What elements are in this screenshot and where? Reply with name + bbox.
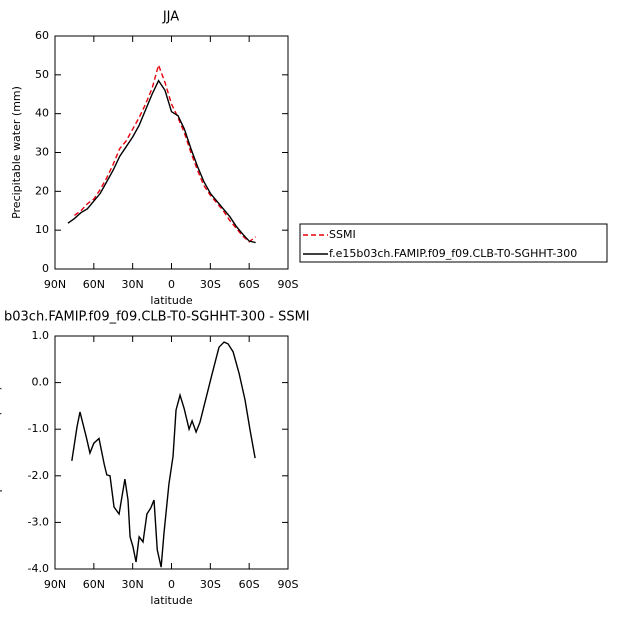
x-tick-label: 90N	[44, 578, 66, 591]
y-tick-label: 50	[35, 68, 49, 81]
y-tick-label: -4.0	[28, 562, 49, 575]
x-axis-label: latitude	[150, 594, 192, 607]
chart-title: JJA	[162, 10, 179, 25]
y-tick-label: 10	[35, 223, 49, 236]
data-line	[67, 79, 256, 244]
y-tick-label: 1.0	[32, 329, 50, 342]
x-tick-label: 90N	[44, 278, 66, 291]
x-tick-label: 0	[168, 578, 175, 591]
x-axis-label: latitude	[150, 294, 192, 307]
y-tick-label: 0	[42, 262, 49, 275]
data-line	[71, 341, 256, 568]
y-axis-label: Precipitable water (mm)	[0, 386, 3, 519]
x-tick-label: 30S	[200, 278, 221, 291]
y-tick-label: -2.0	[28, 469, 49, 482]
x-tick-label: 60S	[239, 278, 260, 291]
legend-label: f.e15b03ch.FAMIP.f09_f09.CLB-T0-SGHHT-30…	[329, 247, 577, 260]
y-tick-label: -3.0	[28, 515, 49, 528]
x-tick-label: 30N	[122, 278, 144, 291]
legend-label: SSMI	[329, 228, 356, 241]
y-tick-label: 0.0	[32, 376, 50, 389]
y-tick-label: -1.0	[28, 422, 49, 435]
data-line	[74, 62, 257, 243]
y-axis-label: Precipitable water (mm)	[10, 86, 23, 219]
x-tick-label: 30N	[122, 578, 144, 591]
x-tick-label: 30S	[200, 578, 221, 591]
x-tick-label: 60N	[83, 278, 105, 291]
chart-title: b03ch.FAMIP.f09_f09.CLB-T0-SGHHT-300 - S…	[4, 310, 310, 325]
y-tick-label: 20	[35, 184, 49, 197]
x-tick-label: 90S	[278, 278, 299, 291]
x-tick-label: 0	[168, 278, 175, 291]
y-tick-label: 40	[35, 107, 49, 120]
y-tick-label: 30	[35, 146, 49, 159]
legend-box	[299, 223, 608, 263]
x-tick-label: 60S	[239, 578, 260, 591]
x-tick-label: 60N	[83, 578, 105, 591]
y-tick-label: 60	[35, 29, 49, 42]
x-tick-label: 90S	[278, 578, 299, 591]
plot-frame	[54, 35, 289, 270]
